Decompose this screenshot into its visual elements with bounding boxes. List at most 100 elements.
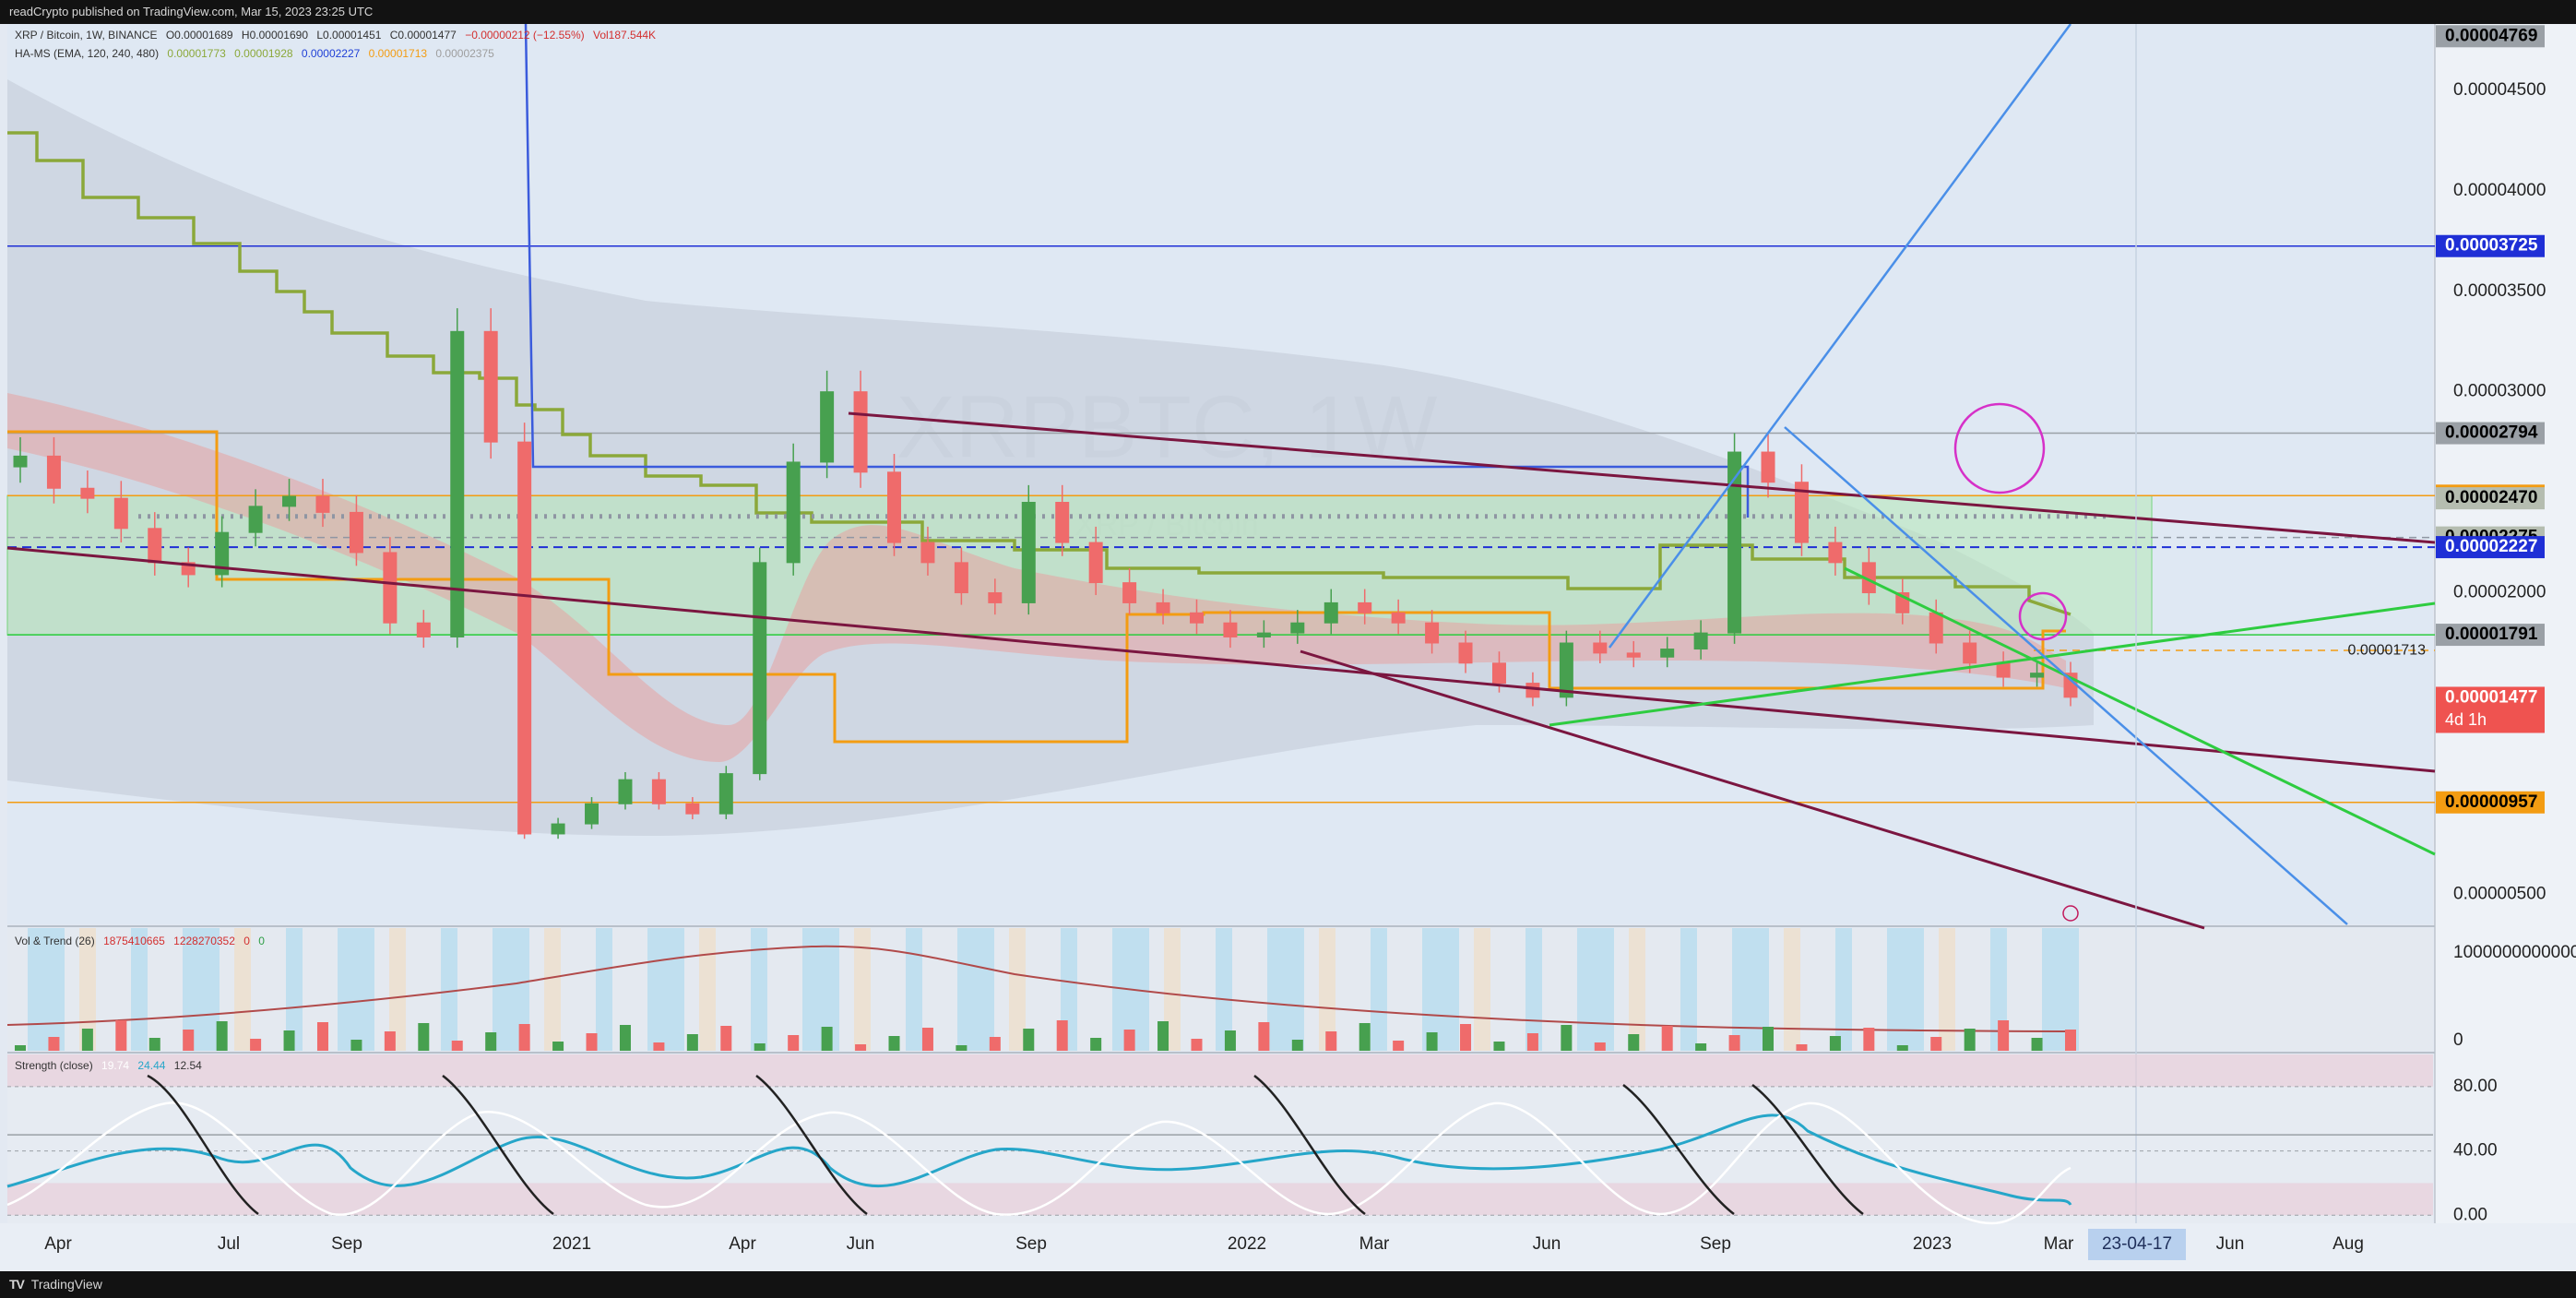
price-tick-label: 0.00004500 — [2453, 80, 2546, 100]
strength-value-1: 19.74 — [101, 1059, 130, 1072]
volume-bar — [216, 1021, 228, 1051]
candle-body — [954, 562, 968, 594]
price-badge: 0.00001477 4d 1h — [2436, 686, 2545, 733]
volume-bar — [1393, 1041, 1405, 1051]
tradingview-logo[interactable]: TV TradingView — [9, 1271, 102, 1298]
price-tick-label: 0.00003000 — [2453, 382, 2546, 401]
candle-body — [1223, 622, 1238, 637]
trend-background-stripe — [1887, 928, 1924, 1051]
price-badge-label: 0.00002794 — [2445, 423, 2538, 443]
trend-background-stripe — [286, 928, 303, 1051]
volume-bar — [1695, 1043, 1707, 1051]
hams-legend: HA-MS (EMA, 120, 240, 480) 0.00001773 0.… — [15, 47, 494, 60]
publish-header: readCrypto published on TradingView.com,… — [0, 0, 2576, 24]
strength-line-cyan — [6, 1113, 2072, 1206]
candle-body — [1693, 632, 1708, 650]
volume-bar — [1157, 1021, 1169, 1051]
price-badge: 0.00001791 — [2436, 624, 2545, 647]
trend-background-stripe — [957, 928, 994, 1051]
candle-body — [1660, 649, 1675, 658]
highlight-circle — [1953, 402, 2046, 494]
price-badge-label: 0.00004769 — [2445, 26, 2537, 45]
volume-bar — [1896, 1045, 1908, 1051]
trend-background-stripe — [1061, 928, 1077, 1051]
candle-body — [1122, 582, 1137, 603]
tradingview-logo-icon: TV — [9, 1277, 25, 1292]
time-tick-label: Jul — [218, 1234, 240, 1254]
volume-bar — [921, 1028, 933, 1051]
strength-tick-label: 40.00 — [2453, 1141, 2498, 1161]
volume-bar — [1526, 1033, 1538, 1051]
candle-body — [1358, 601, 1372, 613]
volume-bar — [1998, 1020, 2010, 1051]
volume-bar — [1023, 1029, 1035, 1051]
candle-body — [1626, 652, 1641, 658]
trend-background-stripe — [234, 928, 251, 1051]
footer-bar: TV TradingView — [0, 1271, 2576, 1298]
price-tick-label: 0.00003500 — [2453, 281, 2546, 301]
hams-value-1: 0.00001773 — [167, 47, 226, 60]
volume-bar — [518, 1024, 530, 1051]
price-badge-label: 0.00003725 — [2445, 236, 2538, 256]
legend-symbol: XRP / Bitcoin, 1W, BINANCE — [15, 29, 158, 42]
candle-body — [820, 391, 835, 463]
volume-bar — [686, 1034, 698, 1051]
trend-background-stripe — [1216, 928, 1232, 1051]
price-badge: 0.00004769 — [2436, 25, 2545, 48]
candle-body — [1929, 612, 1943, 644]
time-tick-label: 2021 — [552, 1234, 591, 1254]
candle-body — [1525, 683, 1540, 698]
volume-bar — [485, 1032, 497, 1051]
volume-bar — [1561, 1025, 1573, 1051]
trend-background-stripe — [1009, 928, 1026, 1051]
chart-canvas[interactable]: XRPBTC, 1WXRP / Bitcoin0.000045000.00004… — [0, 24, 2576, 1271]
hams-value-5: 0.00002375 — [435, 47, 494, 60]
volume-bar — [1796, 1044, 1808, 1051]
time-tick-label: Mar — [2044, 1234, 2074, 1254]
time-tick-label: Jun — [2216, 1234, 2245, 1254]
trend-line-maroon — [6, 546, 2436, 773]
candle-body — [1189, 612, 1204, 624]
trend-background-stripe — [389, 928, 406, 1051]
price-badge-bg — [2436, 791, 2545, 814]
volume-bar — [1056, 1020, 1068, 1051]
volume-bar — [418, 1023, 430, 1051]
overbought-zone — [7, 1054, 2433, 1087]
ema-ribbon — [7, 393, 2066, 762]
price-badge-label: 0.00002470 — [2445, 488, 2537, 507]
price-badge: 0.00002470 — [2436, 487, 2545, 510]
volume-bar — [1661, 1026, 1673, 1051]
volume-bar — [1123, 1030, 1135, 1051]
legend-low: L0.00001451 — [316, 29, 382, 42]
time-tick-label: Sep — [331, 1234, 362, 1254]
side-price-label: 0.00001713 — [2347, 642, 2426, 658]
time-tick-label: Aug — [2333, 1234, 2364, 1254]
candle-body — [988, 592, 1003, 603]
trend-line-maroon — [848, 411, 2436, 544]
price-badge-label: 0.00001791 — [2445, 625, 2538, 644]
time-tick-label: Jun — [1533, 1234, 1561, 1254]
volume-bar — [2065, 1030, 2076, 1051]
volume-bar — [148, 1038, 160, 1051]
vol-trend-value-4: 0 — [258, 935, 265, 947]
candle-body — [450, 330, 465, 637]
vol-trend-value-2: 1228270352 — [173, 935, 235, 947]
candle-body — [1425, 622, 1440, 644]
volume-bar — [1191, 1039, 1203, 1051]
candle-body — [853, 391, 868, 473]
legend-high: H0.00001690 — [241, 29, 308, 42]
volume-bar — [350, 1040, 362, 1051]
trend-background-stripe — [441, 928, 457, 1051]
volume-tick-label: 1000000000000 — [2453, 943, 2576, 962]
time-axis — [0, 1223, 2576, 1271]
volume-bar — [1258, 1022, 1270, 1051]
volume-bar — [788, 1035, 800, 1051]
volume-bar — [451, 1041, 463, 1051]
volume-bar — [855, 1044, 867, 1051]
volume-bar — [1728, 1035, 1740, 1051]
highlight-circle — [2018, 591, 2068, 641]
volume-bar — [1863, 1028, 1875, 1051]
candle-body — [887, 471, 902, 543]
volume-bar — [1594, 1042, 1606, 1051]
volume-bar — [552, 1042, 564, 1051]
